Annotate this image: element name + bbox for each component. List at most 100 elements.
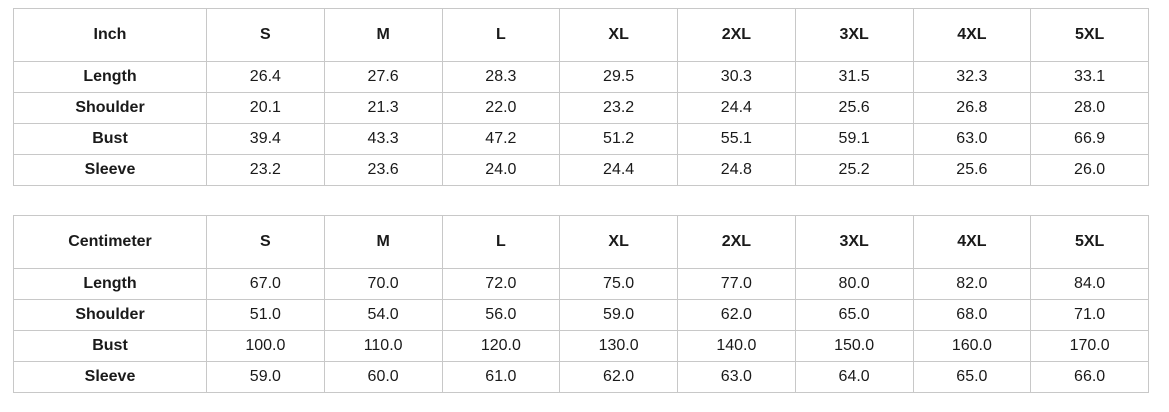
size-header: 4XL — [912, 8, 1032, 62]
table-cell: 63.0 — [912, 123, 1032, 155]
table-row: Length 67.0 70.0 72.0 75.0 77.0 80.0 82.… — [13, 268, 1149, 300]
table-cell: 59.1 — [794, 123, 914, 155]
table-cell: 24.4 — [559, 154, 678, 186]
row-label: Shoulder — [13, 299, 207, 331]
table-row: Shoulder 51.0 54.0 56.0 59.0 62.0 65.0 6… — [13, 299, 1149, 331]
header-row: Inch S M L XL 2XL 3XL 4XL 5XL — [13, 8, 1149, 62]
table-cell: 61.0 — [441, 361, 561, 393]
size-header: 4XL — [912, 215, 1032, 269]
table-cell: 63.0 — [677, 361, 796, 393]
row-label: Length — [13, 268, 207, 300]
row-label: Bust — [13, 330, 207, 362]
header-row: Centimeter S M L XL 2XL 3XL 4XL 5XL — [13, 215, 1149, 269]
table-row: Bust 100.0 110.0 120.0 130.0 140.0 150.0… — [13, 330, 1149, 362]
table-cell: 80.0 — [794, 268, 914, 300]
table-cell: 47.2 — [441, 123, 561, 155]
size-chart-centimeter: Centimeter S M L XL 2XL 3XL 4XL 5XL Leng… — [13, 215, 1149, 393]
table-cell: 60.0 — [323, 361, 443, 393]
table-cell: 120.0 — [441, 330, 561, 362]
size-header: 5XL — [1030, 8, 1149, 62]
table-cell: 66.0 — [1030, 361, 1149, 393]
table-cell: 32.3 — [912, 61, 1032, 93]
table-cell: 51.0 — [206, 299, 325, 331]
table-cell: 55.1 — [677, 123, 796, 155]
table-cell: 23.6 — [323, 154, 443, 186]
size-header: L — [441, 215, 561, 269]
table-cell: 28.0 — [1030, 92, 1149, 124]
table-row: Length 26.4 27.6 28.3 29.5 30.3 31.5 32.… — [13, 61, 1149, 93]
table-cell: 28.3 — [441, 61, 561, 93]
table-cell: 23.2 — [559, 92, 678, 124]
table-cell: 51.2 — [559, 123, 678, 155]
table-cell: 20.1 — [206, 92, 325, 124]
table-cell: 110.0 — [323, 330, 443, 362]
table-cell: 25.2 — [794, 154, 914, 186]
table-cell: 25.6 — [912, 154, 1032, 186]
table-cell: 24.4 — [677, 92, 796, 124]
table-cell: 64.0 — [794, 361, 914, 393]
size-header: 2XL — [677, 8, 796, 62]
size-header: 5XL — [1030, 215, 1149, 269]
table-cell: 160.0 — [912, 330, 1032, 362]
size-header: 2XL — [677, 215, 796, 269]
table-row: Sleeve 59.0 60.0 61.0 62.0 63.0 64.0 65.… — [13, 361, 1149, 393]
table-cell: 54.0 — [323, 299, 443, 331]
size-header: XL — [559, 8, 678, 62]
table-cell: 43.3 — [323, 123, 443, 155]
table-cell: 71.0 — [1030, 299, 1149, 331]
size-header: XL — [559, 215, 678, 269]
row-label: Sleeve — [13, 154, 207, 186]
table-cell: 62.0 — [559, 361, 678, 393]
row-label: Bust — [13, 123, 207, 155]
size-header: L — [441, 8, 561, 62]
table-cell: 75.0 — [559, 268, 678, 300]
size-header: 3XL — [794, 8, 914, 62]
table-cell: 33.1 — [1030, 61, 1149, 93]
row-label: Shoulder — [13, 92, 207, 124]
table-cell: 24.8 — [677, 154, 796, 186]
table-cell: 65.0 — [794, 299, 914, 331]
table-cell: 22.0 — [441, 92, 561, 124]
table-cell: 130.0 — [559, 330, 678, 362]
table-cell: 24.0 — [441, 154, 561, 186]
row-label: Length — [13, 61, 207, 93]
table-cell: 100.0 — [206, 330, 325, 362]
table-cell: 26.8 — [912, 92, 1032, 124]
table-row: Shoulder 20.1 21.3 22.0 23.2 24.4 25.6 2… — [13, 92, 1149, 124]
table-cell: 59.0 — [559, 299, 678, 331]
size-header: M — [323, 8, 443, 62]
table-cell: 26.0 — [1030, 154, 1149, 186]
table-cell: 27.6 — [323, 61, 443, 93]
size-chart-inch: Inch S M L XL 2XL 3XL 4XL 5XL Length 26.… — [13, 8, 1149, 186]
table-cell: 29.5 — [559, 61, 678, 93]
table-cell: 72.0 — [441, 268, 561, 300]
table-cell: 77.0 — [677, 268, 796, 300]
table-cell: 21.3 — [323, 92, 443, 124]
size-header: 3XL — [794, 215, 914, 269]
table-cell: 67.0 — [206, 268, 325, 300]
size-header: M — [323, 215, 443, 269]
table-row: Sleeve 23.2 23.6 24.0 24.4 24.8 25.2 25.… — [13, 154, 1149, 186]
table-cell: 170.0 — [1030, 330, 1149, 362]
table-cell: 70.0 — [323, 268, 443, 300]
table-cell: 26.4 — [206, 61, 325, 93]
table-cell: 23.2 — [206, 154, 325, 186]
table-row: Bust 39.4 43.3 47.2 51.2 55.1 59.1 63.0 … — [13, 123, 1149, 155]
table-cell: 82.0 — [912, 268, 1032, 300]
table-cell: 140.0 — [677, 330, 796, 362]
unit-label: Inch — [13, 8, 207, 62]
table-cell: 59.0 — [206, 361, 325, 393]
table-cell: 39.4 — [206, 123, 325, 155]
table-cell: 31.5 — [794, 61, 914, 93]
table-cell: 68.0 — [912, 299, 1032, 331]
table-cell: 62.0 — [677, 299, 796, 331]
table-cell: 65.0 — [912, 361, 1032, 393]
table-cell: 25.6 — [794, 92, 914, 124]
table-cell: 30.3 — [677, 61, 796, 93]
size-header: S — [206, 215, 325, 269]
table-cell: 84.0 — [1030, 268, 1149, 300]
table-cell: 150.0 — [794, 330, 914, 362]
size-header: S — [206, 8, 325, 62]
row-label: Sleeve — [13, 361, 207, 393]
table-cell: 56.0 — [441, 299, 561, 331]
